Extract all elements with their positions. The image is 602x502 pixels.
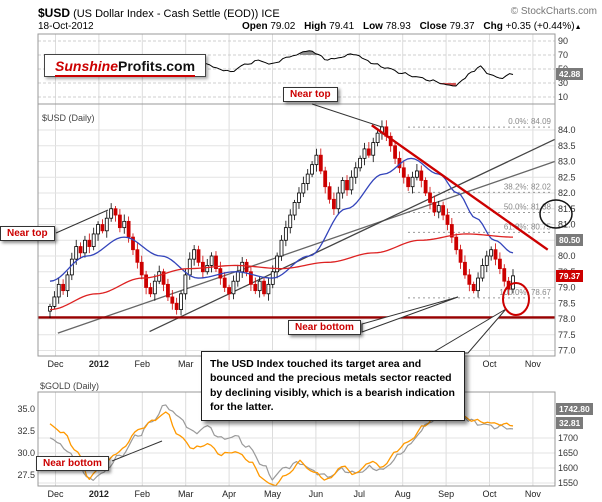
svg-text:1550: 1550 — [558, 478, 578, 488]
svg-text:100.0%: 78.67: 100.0%: 78.67 — [499, 288, 551, 297]
svg-text:90: 90 — [558, 36, 568, 46]
open-value: 79.02 — [270, 21, 296, 32]
svg-text:79.0: 79.0 — [558, 283, 576, 293]
svg-text:Sep: Sep — [438, 489, 454, 499]
svg-text:1700: 1700 — [558, 433, 578, 443]
svg-text:Nov: Nov — [525, 359, 542, 369]
logo-brand-red: Sunshine — [55, 58, 119, 74]
commentary-pointer-wedge — [430, 308, 507, 354]
svg-text:Dec: Dec — [47, 489, 64, 499]
quote-row: Open 79.02 High 79.41 Low 78.93 Close 79… — [236, 21, 582, 32]
sunshine-profits-logo: SunshineProfits.com — [44, 54, 207, 77]
svg-text:0.0%: 84.09: 0.0%: 84.09 — [508, 117, 551, 126]
chg-value: +0.35 (+0.44%) — [505, 21, 575, 32]
fib-cluster-ellipse — [539, 199, 573, 229]
svg-text:Feb: Feb — [135, 359, 151, 369]
svg-text:84.0: 84.0 — [558, 125, 576, 135]
gold-last-value-box: 1742.80 — [556, 403, 593, 415]
near-bottom-pointer-wedge — [361, 296, 459, 333]
svg-text:78.5: 78.5 — [558, 298, 576, 308]
svg-text:70: 70 — [558, 50, 568, 60]
svg-text:35.0: 35.0 — [17, 404, 35, 414]
svg-text:82.0: 82.0 — [558, 188, 576, 198]
svg-text:10: 10 — [558, 92, 568, 102]
svg-text:61.8%: 80.75: 61.8%: 80.75 — [504, 222, 552, 231]
svg-text:2012: 2012 — [89, 359, 109, 369]
symbol: $USD — [38, 6, 71, 20]
commentary-box: The USD Index touched its target area an… — [201, 351, 465, 421]
svg-text:82.5: 82.5 — [558, 172, 576, 182]
near-bottom-main-callout: Near bottom — [288, 320, 361, 335]
chart-date: 18-Oct-2012 — [38, 21, 94, 32]
annot-layer — [55, 103, 573, 462]
main-last-price-box: 79.37 — [556, 270, 584, 282]
svg-text:30.0: 30.0 — [17, 448, 35, 458]
svg-text:30: 30 — [558, 78, 568, 88]
main-panel-title: $USD (Daily) — [42, 113, 95, 123]
close-label: Close — [419, 21, 447, 32]
svg-text:81.5: 81.5 — [558, 204, 576, 214]
change-up-arrow-icon: ▲ — [574, 24, 582, 31]
svg-text:78.0: 78.0 — [558, 314, 576, 324]
svg-text:50.0%: 81.38: 50.0%: 81.38 — [504, 203, 552, 212]
gold-panel-title: $GOLD (Daily) — [40, 381, 100, 391]
silver-last-value-box: 32.81 — [556, 417, 584, 429]
svg-text:Aug: Aug — [395, 489, 411, 499]
copyright: © StockCharts.com — [510, 6, 597, 17]
chg-label: Chg — [483, 21, 503, 32]
svg-text:Jun: Jun — [309, 489, 324, 499]
close-value: 79.37 — [449, 21, 475, 32]
svg-text:Oct: Oct — [482, 489, 497, 499]
svg-text:Dec: Dec — [47, 359, 64, 369]
near-top-left-callout: Near top — [0, 226, 55, 241]
chart-title: $USD (US Dollar Index - Cash Settle (EOD… — [38, 6, 280, 20]
svg-text:2012: 2012 — [89, 489, 109, 499]
svg-text:Feb: Feb — [135, 489, 151, 499]
oscillator-last-value-box: 42.88 — [556, 68, 584, 80]
high-value: 79.41 — [329, 21, 355, 32]
svg-text:Oct: Oct — [482, 359, 497, 369]
svg-text:83.0: 83.0 — [558, 157, 576, 167]
svg-text:77.5: 77.5 — [558, 330, 576, 340]
svg-text:1650: 1650 — [558, 448, 578, 458]
svg-text:Mar: Mar — [178, 359, 194, 369]
svg-text:77.0: 77.0 — [558, 346, 576, 356]
near-top-center-callout: Near top — [283, 87, 338, 102]
near-bottom-gold-callout: Near bottom — [36, 456, 109, 471]
svg-text:1600: 1600 — [558, 463, 578, 473]
low-label: Low — [362, 21, 383, 32]
series-layer: 0.0%: 84.09 38.2%: 82.02 50.0%: 81.38 61.8%… — [38, 50, 555, 487]
target-hit-ellipse — [502, 282, 530, 316]
svg-text:Apr: Apr — [222, 489, 236, 499]
open-label: Open — [242, 21, 268, 32]
svg-text:Nov: Nov — [525, 489, 542, 499]
logo-brand-black: Profits.com — [118, 58, 196, 74]
svg-text:32.5: 32.5 — [17, 426, 35, 436]
high-label: High — [304, 21, 327, 32]
symbol-description: (US Dollar Index - Cash Settle (EOD)) IC… — [70, 8, 280, 20]
main-gray-value-box: 80.50 — [556, 234, 584, 246]
svg-text:May: May — [264, 489, 282, 499]
svg-text:80.0: 80.0 — [558, 251, 576, 261]
svg-text:27.5: 27.5 — [17, 470, 35, 480]
svg-text:83.5: 83.5 — [558, 141, 576, 151]
svg-text:Mar: Mar — [178, 489, 194, 499]
low-value: 78.93 — [385, 21, 411, 32]
svg-text:Jul: Jul — [354, 489, 366, 499]
svg-text:38.2%: 82.02: 38.2%: 82.02 — [504, 182, 552, 191]
